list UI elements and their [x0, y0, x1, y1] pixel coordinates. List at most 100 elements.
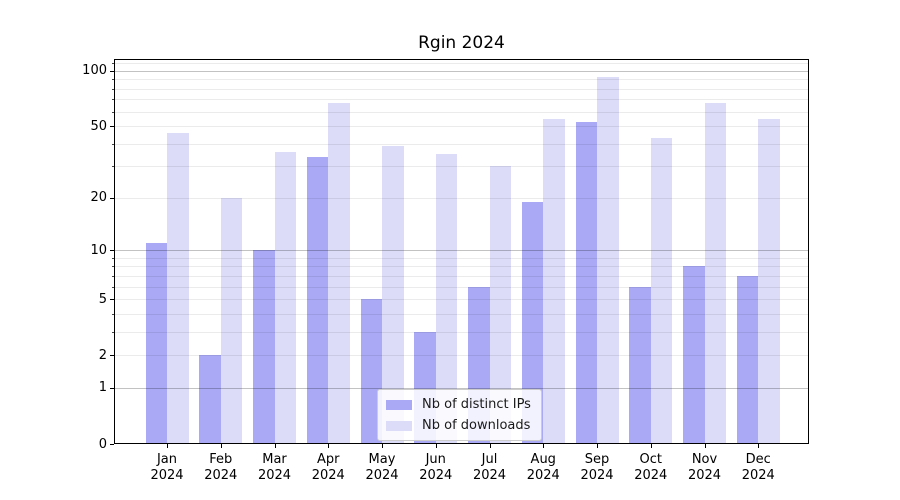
legend-item-downloads: Nb of downloads: [386, 416, 531, 435]
y-minor-tick-8: [112, 266, 114, 268]
minor-gridline-40: [115, 143, 808, 145]
minor-gridline-20: [115, 197, 808, 199]
legend-swatch-downloads: [386, 420, 412, 431]
bar-nb-of-distinct-ips-nov: [683, 266, 705, 444]
bar-nb-of-distinct-ips-aug: [521, 201, 544, 444]
y-tick-label-1: 1: [98, 380, 107, 396]
x-tick-label-may: May 2024: [365, 452, 399, 483]
x-tick-mark-feb: [220, 444, 222, 448]
minor-gridline-60: [115, 111, 808, 113]
x-tick-label-jun: Jun 2024: [419, 452, 453, 483]
x-tick-label-jan: Jan 2024: [150, 452, 184, 483]
y-minor-tick-70: [112, 99, 114, 101]
minor-gridline-9: [115, 257, 808, 259]
y-tick-label-2: 2: [98, 347, 107, 363]
y-tick-mark-2: [110, 355, 114, 357]
minor-gridline-70: [115, 99, 808, 101]
bar-nb-of-distinct-ips-jan: [145, 243, 167, 444]
legend-label-downloads: Nb of downloads: [422, 418, 531, 433]
minor-gridline-110: [115, 63, 808, 65]
y-tick-label-5: 5: [98, 291, 107, 307]
minor-gridline-90: [115, 79, 808, 81]
bar-nb-of-downloads-oct: [650, 138, 673, 444]
major-gridline-10: [115, 250, 808, 252]
y-tick-mark-50: [110, 126, 114, 128]
x-tick-mark-mar: [274, 444, 276, 448]
bar-nb-of-downloads-aug: [543, 118, 565, 444]
bar-nb-of-downloads-dec: [758, 118, 780, 444]
bar-nb-of-downloads-mar: [274, 152, 296, 444]
minor-gridline-50: [115, 126, 808, 128]
bar-nb-of-downloads-jan: [167, 132, 189, 444]
x-tick-mark-apr: [328, 444, 330, 448]
y-minor-tick-40: [112, 143, 114, 145]
x-tick-label-dec: Dec 2024: [741, 452, 775, 483]
bar-nb-of-distinct-ips-mar: [253, 250, 275, 444]
chart-title: Rgin 2024: [418, 33, 505, 53]
x-tick-label-oct: Oct 2024: [634, 452, 668, 483]
bar-nb-of-downloads-may: [382, 145, 404, 444]
legend-swatch-distinct-ips: [386, 399, 412, 410]
y-tick-mark-100: [110, 70, 114, 72]
y-minor-tick-110: [112, 63, 114, 65]
x-tick-label-aug: Aug 2024: [526, 452, 560, 483]
major-gridline-1: [115, 387, 808, 389]
x-tick-label-feb: Feb 2024: [204, 452, 238, 483]
y-tick-mark-1: [110, 387, 114, 389]
x-tick-label-apr: Apr 2024: [311, 452, 345, 483]
x-tick-label-sep: Sep 2024: [580, 452, 614, 483]
x-tick-mark-aug: [543, 444, 545, 448]
legend-label-distinct-ips: Nb of distinct IPs: [422, 397, 531, 412]
y-tick-mark-0: [110, 444, 114, 445]
y-minor-tick-80: [112, 88, 114, 90]
bar-nb-of-distinct-ips-dec: [736, 275, 759, 444]
y-minor-tick-90: [112, 79, 114, 81]
bar-nb-of-downloads-feb: [220, 197, 243, 444]
bar-nb-of-downloads-jul: [489, 166, 511, 444]
legend: Nb of distinct IPs Nb of downloads: [377, 389, 542, 441]
y-minor-tick-30: [112, 166, 114, 168]
minor-gridline-2: [115, 355, 808, 357]
minor-gridline-7: [115, 275, 808, 277]
y-minor-tick-60: [112, 111, 114, 113]
minor-gridline-6: [115, 286, 808, 288]
bar-nb-of-downloads-sep: [597, 76, 619, 444]
legend-item-distinct-ips: Nb of distinct IPs: [386, 395, 531, 414]
minor-gridline-3: [115, 331, 808, 333]
y-tick-label-0: 0: [98, 436, 107, 452]
y-minor-tick-4: [112, 313, 114, 315]
minor-gridline-80: [115, 88, 808, 90]
y-tick-label-100: 100: [82, 63, 107, 79]
bar-nb-of-distinct-ips-sep: [575, 121, 597, 444]
minor-gridline-8: [115, 266, 808, 268]
minor-gridline-30: [115, 166, 808, 168]
bar-nb-of-downloads-jun: [435, 154, 458, 444]
major-gridline-100: [115, 70, 808, 72]
y-tick-mark-5: [110, 299, 114, 301]
x-tick-mark-oct: [650, 444, 652, 448]
x-tick-mark-jul: [489, 444, 491, 448]
x-tick-label-mar: Mar 2024: [257, 452, 292, 483]
x-tick-label-nov: Nov 2024: [687, 452, 722, 483]
bar-nb-of-distinct-ips-feb: [199, 355, 221, 444]
y-minor-tick-3: [112, 331, 114, 333]
y-tick-mark-20: [110, 197, 114, 199]
x-tick-mark-may: [382, 444, 383, 448]
y-minor-tick-7: [112, 275, 114, 277]
x-tick-mark-dec: [758, 444, 760, 448]
x-tick-mark-jun: [435, 444, 437, 448]
y-minor-tick-9: [112, 257, 114, 259]
x-tick-mark-nov: [704, 444, 706, 448]
x-tick-label-jul: Jul 2024: [472, 452, 507, 483]
bar-nb-of-downloads-nov: [704, 102, 726, 444]
y-minor-tick-6: [112, 286, 114, 288]
bar-nb-of-distinct-ips-oct: [629, 286, 651, 444]
minor-gridline-5: [115, 299, 808, 301]
bar-nb-of-distinct-ips-apr: [306, 156, 329, 444]
y-tick-label-20: 20: [90, 190, 107, 206]
y-tick-mark-10: [110, 250, 114, 252]
bar-nb-of-downloads-apr: [328, 102, 350, 444]
x-tick-mark-jan: [167, 444, 168, 448]
y-tick-label-10: 10: [90, 242, 107, 258]
